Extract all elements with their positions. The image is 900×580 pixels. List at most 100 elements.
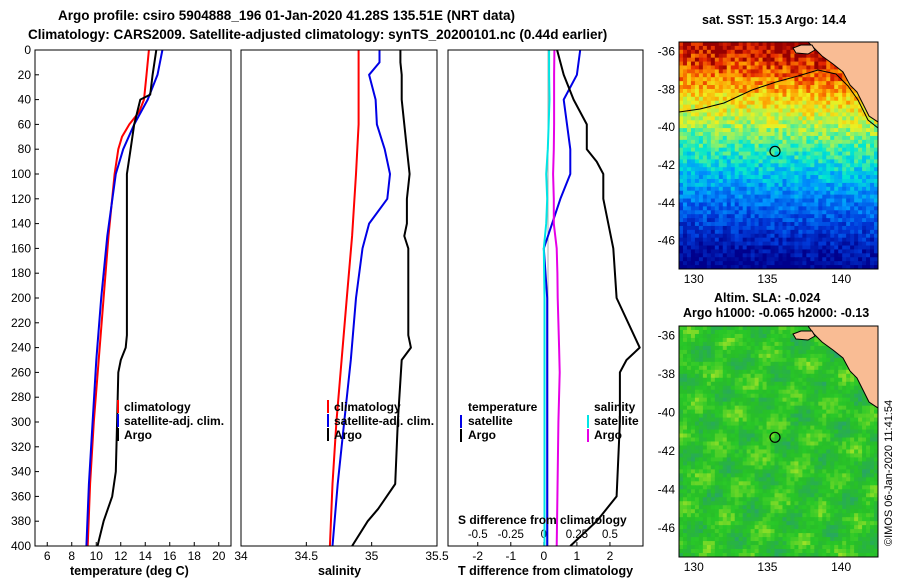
heatmap-cell <box>874 441 878 447</box>
salinity-legend-satellite-adj: satellite-adj. clim. <box>334 414 434 428</box>
heatmap-cell <box>698 57 704 63</box>
heatmap-cell <box>802 405 807 411</box>
heatmap-cell <box>870 222 875 227</box>
heatmap-cell <box>742 253 748 258</box>
heatmap-cell <box>774 178 780 184</box>
heatmap-cell <box>782 373 788 379</box>
heatmap-cell <box>698 222 704 227</box>
heatmap-cell <box>679 139 684 145</box>
heatmap-cell <box>858 421 863 427</box>
heatmap-cell <box>778 42 784 47</box>
heatmap-cell <box>846 461 851 466</box>
heatmap-cell <box>758 147 764 153</box>
heatmap-cell <box>822 222 827 227</box>
heatmap-cell <box>726 409 732 415</box>
heatmap-cell <box>854 437 859 443</box>
heatmap-cell <box>742 465 748 470</box>
heatmap-cell <box>726 465 732 470</box>
heatmap-cell <box>786 143 792 149</box>
heatmap-cell <box>702 449 708 455</box>
heatmap-cell <box>750 377 756 383</box>
heatmap-cell <box>722 373 728 379</box>
heatmap-cell <box>702 116 708 121</box>
heatmap-cell <box>758 202 764 207</box>
heatmap-cell <box>798 178 803 184</box>
heatmap-cell <box>710 225 716 231</box>
heatmap-cell <box>846 151 851 157</box>
heatmap-cell <box>770 124 776 129</box>
heatmap-cell <box>778 333 784 339</box>
heatmap-cell <box>794 194 799 200</box>
heatmap-cell <box>762 108 768 114</box>
heatmap-cell <box>786 45 792 51</box>
heatmap-cell <box>746 77 752 82</box>
heatmap-cell <box>730 178 736 184</box>
heatmap-cell <box>790 116 796 121</box>
heatmap-cell <box>766 369 772 375</box>
heatmap-cell <box>722 469 728 474</box>
heatmap-cell <box>866 167 871 172</box>
heatmap-cell <box>690 469 696 474</box>
heatmap-cell <box>750 88 756 94</box>
heatmap-cell <box>786 261 792 266</box>
heatmap-cell <box>862 175 867 180</box>
heatmap-cell <box>838 81 843 86</box>
heatmap-cell <box>706 369 712 375</box>
heatmap-cell <box>826 163 831 168</box>
heatmap-cell <box>858 445 863 451</box>
heatmap-cell <box>822 128 827 133</box>
heatmap-cell <box>782 206 788 211</box>
heatmap-cell <box>790 245 796 251</box>
heatmap-cell <box>830 171 835 176</box>
heatmap-cell <box>770 206 776 211</box>
heatmap-cell <box>774 151 780 157</box>
heatmap-cell <box>750 167 756 172</box>
heatmap-cell <box>782 241 788 247</box>
heatmap-cell <box>842 194 847 200</box>
heatmap-cell <box>774 112 780 117</box>
heatmap-cell <box>818 139 823 145</box>
heatmap-cell <box>686 42 692 47</box>
heatmap-cell <box>814 457 819 463</box>
heatmap-cell <box>702 369 708 375</box>
heatmap-cell <box>850 171 855 176</box>
heatmap-cell <box>778 257 784 262</box>
heatmap-cell <box>706 241 712 247</box>
heatmap-cell <box>679 233 684 239</box>
heatmap-cell <box>870 182 875 188</box>
heatmap-cell <box>858 100 863 106</box>
heatmap-cell <box>818 147 823 153</box>
heatmap-cell <box>694 167 700 172</box>
heatmap-cell <box>810 206 815 211</box>
heatmap-cell <box>782 186 788 192</box>
heatmap-cell <box>762 245 768 251</box>
heatmap-cell <box>679 373 684 379</box>
heatmap-cell <box>726 186 732 192</box>
heatmap-cell <box>758 241 764 247</box>
heatmap-cell <box>862 425 867 431</box>
heatmap-cell <box>786 345 792 351</box>
heatmap-cell <box>806 233 811 239</box>
heatmap-cell <box>798 167 803 172</box>
heatmap-cell <box>830 401 835 407</box>
heatmap-cell <box>679 194 684 200</box>
heatmap-cell <box>810 453 815 459</box>
heatmap-cell <box>870 132 875 137</box>
heatmap-cell <box>786 405 792 411</box>
heatmap-cell <box>814 167 819 172</box>
heatmap-cell <box>722 461 728 466</box>
heatmap-cell <box>770 397 776 403</box>
map-x-tick-label: 140 <box>831 272 851 286</box>
heatmap-cell <box>834 397 839 403</box>
heatmap-cell <box>782 437 788 443</box>
heatmap-cell <box>698 92 704 98</box>
heatmap-cell <box>746 433 752 439</box>
heatmap-cell <box>842 433 847 439</box>
heatmap-cell <box>790 445 796 451</box>
heatmap-cell <box>818 96 823 102</box>
heatmap-cell <box>722 365 728 371</box>
heatmap-cell <box>786 397 792 403</box>
temperature-series <box>85 50 164 546</box>
heatmap-cell <box>698 198 704 204</box>
heatmap-cell <box>754 139 760 145</box>
